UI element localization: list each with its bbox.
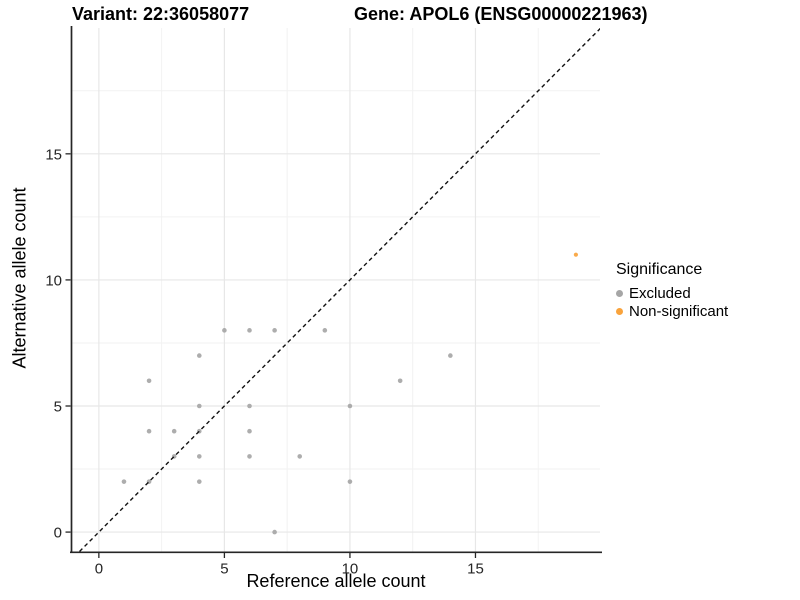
- data-point-excluded: [196, 454, 202, 459]
- data-point-excluded: [247, 428, 252, 434]
- plot-title-variant: Variant: 22:36058077: [72, 4, 250, 24]
- x-tick-label: 5: [220, 561, 228, 578]
- data-point-excluded: [146, 378, 152, 384]
- data-point-excluded: [347, 403, 353, 409]
- non-significant-swatch-icon: [616, 307, 623, 315]
- data-point-excluded: [247, 403, 252, 409]
- data-point-excluded: [121, 479, 127, 484]
- y-tick-label: 5: [54, 398, 62, 415]
- data-point-excluded: [347, 479, 353, 484]
- data-point-excluded: [222, 328, 227, 333]
- data-point-non-significant: [573, 252, 578, 257]
- data-point-excluded: [196, 479, 202, 484]
- data-point-excluded: [196, 353, 202, 358]
- data-point-excluded: [196, 403, 202, 409]
- legend-title: Significance: [616, 261, 703, 278]
- y-axis-title: Alternative allele count: [9, 187, 30, 369]
- x-tick-label: 0: [95, 561, 103, 578]
- data-point-excluded: [322, 328, 328, 333]
- y-tick-label: 15: [45, 146, 62, 163]
- legend-item-excluded-label: Excluded: [629, 284, 691, 302]
- identity-line: [79, 28, 600, 552]
- legend-item-non-significant-label: Non-significant: [629, 302, 729, 320]
- data-point-excluded: [146, 428, 152, 434]
- x-tick-label: 10: [342, 561, 359, 578]
- y-tick-label: 0: [54, 525, 62, 542]
- data-point-excluded: [247, 328, 252, 333]
- legend: Significance Excluded Non-significant: [616, 261, 798, 320]
- data-point-excluded: [448, 353, 453, 358]
- y-tick-label: 10: [45, 272, 62, 289]
- data-point-excluded: [272, 529, 277, 535]
- x-tick-label: 15: [467, 561, 484, 578]
- legend-item-excluded: Excluded: [616, 284, 798, 302]
- data-point-excluded: [171, 428, 177, 434]
- excluded-swatch-icon: [616, 289, 623, 297]
- data-point-excluded: [247, 454, 252, 459]
- data-point-excluded: [297, 454, 303, 459]
- x-axis-title: Reference allele count: [246, 571, 426, 591]
- plot-title-gene: Gene: APOL6 (ENSG00000221963): [354, 4, 648, 24]
- data-point-excluded: [272, 328, 277, 333]
- data-point-excluded: [397, 378, 403, 384]
- legend-item-non-significant: Non-significant: [616, 302, 798, 320]
